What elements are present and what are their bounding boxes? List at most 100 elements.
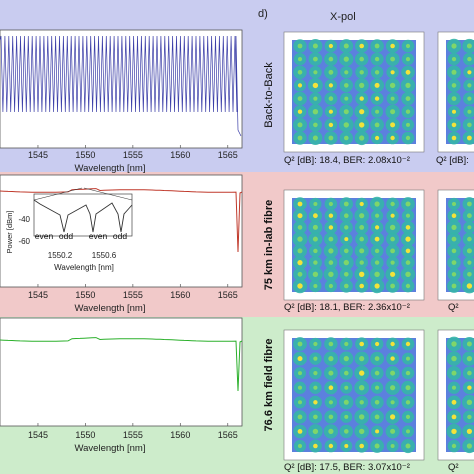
cluster-core [451, 341, 457, 347]
x-tick-label: 1565 [218, 290, 238, 300]
inset-x-tick: 1550.6 [92, 251, 117, 260]
cluster-core [344, 237, 349, 242]
cluster-core [359, 400, 364, 405]
cluster-core [390, 356, 395, 361]
cluster-core [374, 43, 380, 49]
cluster-core [328, 83, 333, 88]
cluster-core [467, 96, 472, 101]
column-header-xpol: X-pol [330, 11, 356, 23]
cluster-core [313, 371, 318, 376]
cluster-core [359, 109, 365, 115]
cluster-core [390, 135, 395, 141]
cluster-core [359, 135, 365, 141]
cluster-core [328, 385, 334, 391]
cluster-core [359, 82, 365, 88]
cluster-core [297, 96, 303, 101]
cluster-core [297, 225, 303, 230]
cluster-core [297, 122, 303, 128]
x-tick-label: 1550 [75, 150, 95, 160]
cluster-core [313, 356, 318, 361]
cluster-core [405, 370, 411, 376]
cluster-core [375, 341, 380, 347]
x-axis-label: Wavelength [nm] [75, 303, 146, 314]
inset-y-tick: -40 [18, 215, 30, 224]
cluster-core [374, 96, 380, 101]
cluster-core [405, 236, 411, 242]
cluster-core [467, 122, 472, 128]
cluster-core [466, 43, 472, 49]
cluster-core [405, 248, 411, 254]
cluster-core [374, 248, 380, 254]
cluster-core [374, 56, 380, 62]
cluster-core [312, 135, 318, 141]
cluster-core [344, 70, 349, 75]
cluster-core [313, 56, 318, 62]
cluster-core [467, 109, 472, 114]
cluster-core [328, 283, 333, 289]
cluster-core [297, 57, 303, 62]
cluster-core [344, 385, 349, 390]
cluster-core [312, 428, 319, 435]
cluster-core [297, 236, 303, 242]
cluster-core [390, 70, 395, 75]
cluster-core [405, 69, 411, 75]
inset-x-label: Wavelength [nm] [54, 263, 114, 272]
cluster-core [313, 284, 318, 288]
cluster-core [390, 400, 395, 405]
cluster-core [390, 414, 396, 420]
cluster-core [312, 109, 319, 115]
cluster-core [343, 43, 349, 49]
cluster-core [312, 271, 319, 277]
cluster-core [312, 224, 318, 230]
q-label-75km: Q² [dB]: 18.1, BER: 2.36x10⁻² [284, 302, 410, 313]
cluster-core [313, 213, 318, 219]
cluster-core [312, 43, 318, 49]
inset-trace [33, 199, 133, 233]
cluster-core [344, 83, 349, 88]
row-label-back-to-back: Back-to-Back [263, 62, 275, 128]
cluster-core [390, 43, 395, 49]
cluster-core [344, 370, 349, 376]
plot-area [0, 317, 243, 427]
cluster-core [297, 43, 303, 49]
cluster-core [343, 109, 349, 115]
cluster-core [390, 385, 396, 391]
cluster-core [297, 341, 303, 347]
cluster-core [359, 283, 365, 289]
cluster-core [343, 399, 349, 405]
cluster-core [405, 385, 411, 391]
x-tick-label: 1555 [123, 290, 143, 300]
x-tick-label: 1560 [170, 150, 190, 160]
cluster-core [297, 385, 303, 390]
cluster-core [328, 236, 334, 242]
cluster-core [313, 385, 318, 390]
cluster-core [467, 213, 472, 219]
cluster-core [467, 272, 472, 277]
cluster-core [359, 201, 364, 207]
cluster-core [297, 70, 303, 75]
x-tick-label: 1545 [28, 150, 48, 160]
cluster-core [313, 202, 318, 206]
x-tick-label: 1545 [28, 430, 48, 440]
channel-label-odd: odd [113, 231, 127, 241]
cluster-core [405, 109, 411, 114]
cluster-core [359, 271, 365, 277]
constellation-1-1 [437, 189, 474, 301]
cluster-core [405, 213, 411, 218]
cluster-core [328, 443, 334, 449]
cluster-core [390, 56, 395, 62]
cluster-core [375, 213, 380, 218]
cluster-core [328, 400, 333, 405]
cluster-core [451, 428, 457, 435]
cluster-core [451, 43, 457, 49]
cluster-core [390, 96, 395, 101]
cluster-core [374, 443, 380, 449]
cluster-core [390, 248, 395, 254]
channel-label-even: even [35, 231, 54, 241]
cluster-core [313, 70, 318, 75]
spectrum-plot-0: 1545 1550 1555 1560 1565 Wavelength [nm] [0, 29, 243, 174]
cluster-core [328, 109, 333, 114]
x-tick-label: 1555 [123, 430, 143, 440]
cluster-core [390, 109, 396, 115]
cluster-core [451, 414, 457, 420]
